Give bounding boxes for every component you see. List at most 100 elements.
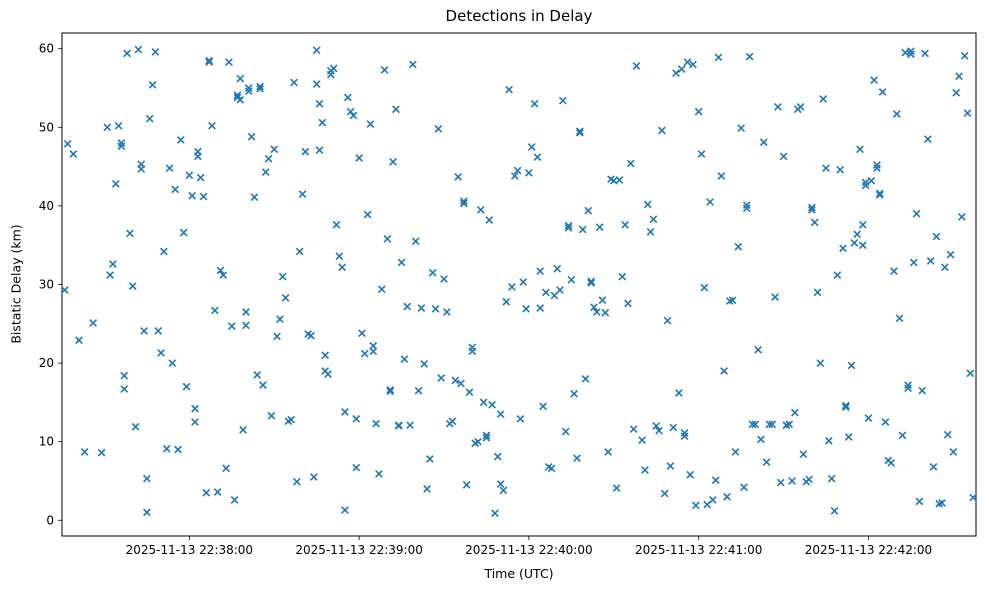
detection-marker [776,478,785,487]
detection-marker [191,418,199,426]
detection-marker [213,488,222,496]
detection-marker [143,474,151,483]
detection-marker [114,121,123,130]
detection-marker [442,308,451,316]
detection-marker [669,423,678,432]
detection-marker [686,470,695,479]
detection-marker [476,205,485,214]
detection-marker [205,56,214,65]
detection-marker [624,299,632,308]
detection-marker [957,213,966,221]
detection-marker [810,218,819,227]
detection-marker [293,477,301,486]
detection-marker [131,422,140,431]
detection-marker [383,235,392,243]
detection-marker [556,286,564,294]
detection-marker [700,283,709,292]
detection-marker [742,204,751,213]
detection-marker [400,355,409,364]
detection-marker [315,146,324,154]
detection-marker [513,166,522,175]
detection-marker [510,172,519,180]
detection-marker [366,120,375,129]
detection-marker [358,329,366,338]
detection-marker [386,385,395,394]
detection-marker [813,288,822,297]
detection-marker [575,127,584,136]
detection-marker [482,431,491,440]
detection-marker [355,154,363,162]
detection-marker [123,49,131,58]
detection-marker [298,190,307,198]
detection-marker [250,193,259,202]
detection-marker [550,291,559,300]
detection-marker [907,50,915,59]
detection-marker [208,121,216,130]
detection-marker [587,279,596,287]
detection-marker [723,492,731,501]
detection-marker [236,74,245,83]
detection-marker [542,288,550,297]
detection-marker [796,103,805,111]
detection-marker [496,410,505,419]
detection-marker [658,126,666,135]
detection-marker [856,145,864,154]
detection-marker [850,238,859,247]
detection-marker [706,198,714,206]
detection-marker [151,47,160,56]
detection-marker [819,95,828,103]
detection-marker [60,286,69,294]
detection-marker [932,232,941,241]
x-axis-label: Time (UTC) [484,566,554,581]
detection-marker [290,78,298,87]
detection-marker [185,171,194,180]
axes-frame [61,32,977,537]
detection-marker [683,58,692,66]
detection-marker [618,272,627,281]
detection-marker [955,72,963,81]
detection-marker [69,150,78,158]
detection-marker [488,400,496,409]
detection-marker [539,402,547,411]
detection-marker [561,427,570,436]
detection-marker [462,481,471,489]
detection-marker [431,304,440,313]
detection-marker [785,420,794,429]
detection-marker [759,138,768,147]
detection-marker [301,147,310,156]
detection-marker [474,437,482,446]
detection-marker [468,343,477,352]
detection-marker [621,220,629,229]
detection-marker [525,169,533,177]
y-tick-label: 20 [39,356,54,370]
detection-marker [779,152,788,161]
x-tick-label: 2025-11-13 22:40:00 [465,543,592,557]
detection-marker [615,176,624,184]
detection-marker [434,125,443,133]
detection-marker [808,203,816,212]
detection-marker [176,136,185,144]
detection-marker [392,105,400,114]
detection-marker [864,414,873,422]
detection-marker [259,381,267,389]
detection-marker [111,180,120,188]
detection-marker [895,314,904,323]
detection-marker [157,349,165,357]
chart-title: Detections in Delay [445,7,593,25]
detection-marker [963,109,972,118]
y-tick-label: 40 [39,199,54,213]
detection-marker [853,230,862,239]
detection-marker [691,501,700,510]
detection-marker [689,60,697,69]
detection-marker [881,418,890,426]
detection-marker [89,319,97,327]
detection-marker [188,191,197,200]
detection-marker [861,178,870,187]
detection-marker [174,445,182,454]
detection-marker [236,95,245,104]
detection-marker [799,450,808,459]
detection-marker [516,415,525,423]
detection-marker [485,216,494,224]
x-tick-label: 2025-11-13 22:39:00 [295,543,422,557]
